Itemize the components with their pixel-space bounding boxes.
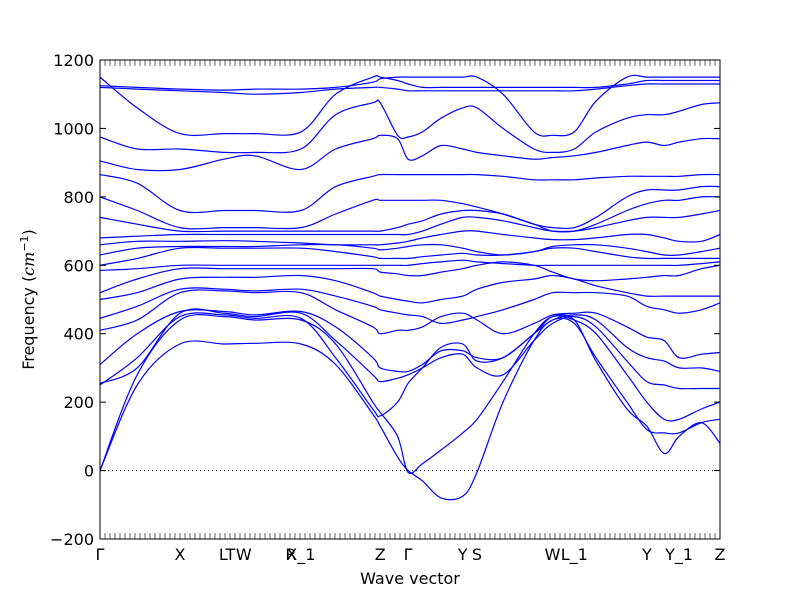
band-5 [99,309,721,373]
y-tick-label: 1200 [53,51,94,70]
band-12 [99,243,721,257]
y-tick-label: 600 [63,256,94,275]
x-tick-label: Γ [404,545,413,564]
y-tick-label: 0 [84,462,94,481]
band-7 [99,287,721,325]
band-15 [99,196,721,233]
band-1 [99,317,721,501]
x-tick-label: X [174,545,185,564]
x-tick-label: W [545,545,561,564]
x-axis-ticks: Γ X LT W RX_1 Z Γ Y S W L_1 Y Y_1 Z [96,60,726,565]
band-9 [99,261,721,294]
y-tick-label: 200 [63,393,94,412]
band-10 [99,259,721,271]
x-axis-label: Wave vector [360,569,460,588]
x-tick-label: Y [641,545,652,564]
band-6 [99,289,721,359]
band-3 [99,312,721,422]
x-tick-label: Z [375,545,386,564]
x-tick-label: Γ [96,545,105,564]
x-tick-label: W [236,545,252,564]
y-axis-label-main: Frequency ( [19,276,38,370]
x-tick-label: Z [715,545,726,564]
band-2 [99,314,721,474]
x-tick-label: LT [219,545,236,564]
y-tick-label: −200 [50,530,94,549]
band-16 [99,185,721,230]
y-axis-label-unit: cm [19,252,38,276]
x-tick-label: R [285,545,296,564]
y-tick-label: 1000 [53,119,94,138]
band-18 [99,134,721,172]
band-17 [99,173,721,214]
y-axis-label: Frequency (cm−1) [18,229,38,370]
band-4 [99,308,720,390]
band-21 [99,74,720,137]
x-tick-label: Y_1 [664,545,693,565]
band-19 [99,99,721,154]
plot-frame [99,59,721,540]
band-8 [99,274,720,304]
x-tick-label: S [472,545,482,564]
x-tick-label: L_1 [561,545,588,565]
band-13 [99,230,721,246]
y-tick-label: 800 [63,188,94,207]
y-axis-ticks: −200 0 200 400 600 800 1000 1200 [50,51,720,549]
band-22 [99,75,720,137]
band-14 [99,209,721,239]
band-20 [99,83,720,95]
y-tick-label: 400 [63,325,94,344]
y-axis-label-close: ) [19,229,38,235]
band-11 [99,246,720,266]
band-lines [99,74,721,501]
x-tick-label: X_1 [286,545,315,565]
x-tick-label: Y [457,545,468,564]
y-axis-label-exponent: −1 [18,235,31,251]
